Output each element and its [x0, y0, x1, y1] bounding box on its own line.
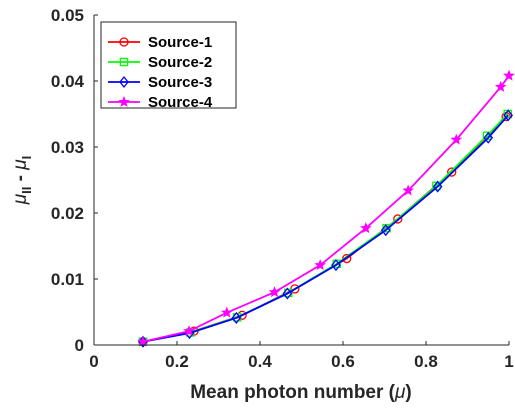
data-point — [432, 180, 443, 193]
x-tick-label: 0.6 — [331, 352, 355, 371]
data-point — [450, 133, 463, 145]
data-point — [231, 311, 242, 324]
axes-layer — [93, 14, 510, 346]
legend-marker — [119, 37, 129, 47]
x-tick-label: 1 — [504, 352, 513, 371]
legend-label: Source-3 — [148, 74, 212, 91]
legend-label: Source-2 — [148, 54, 212, 71]
data-point — [393, 214, 403, 224]
x-tick-label: 0 — [89, 352, 98, 371]
data-point — [331, 259, 341, 272]
data-point — [380, 224, 391, 237]
y-tick-label: 0 — [75, 336, 84, 355]
x-tick-label: 0.8 — [414, 352, 438, 371]
data-point — [483, 131, 494, 144]
y-tick-label: 0.02 — [51, 204, 84, 223]
series-line — [142, 75, 510, 343]
legend-entry-2: Source-2 — [108, 54, 212, 71]
legend-entry-4: Source-4 — [108, 94, 213, 111]
y-tick-label: 0.05 — [51, 6, 84, 25]
tick-labels: 0 0.2 0.4 0.6 0.8 1 0 0.01 0.02 0.03 0.04 0.05 — [51, 6, 514, 371]
series-line — [142, 114, 509, 343]
y-tick-label: 0.01 — [51, 270, 84, 289]
data-point — [268, 286, 281, 298]
data-point — [494, 80, 507, 92]
y-tick-label: 0.04 — [51, 72, 85, 91]
x-tick-label: 0.2 — [165, 352, 189, 371]
legend-label: Source-4 — [148, 94, 213, 111]
y-axis-label: μII - μI — [10, 156, 34, 206]
legend-entries: Source-1 Source-2 Source-3 Source-4 — [108, 34, 213, 111]
x-axis-label: Mean photon number (μ) — [190, 382, 412, 403]
legend: Source-1 Source-2 Source-3 Source-4 — [100, 21, 237, 111]
data-point — [503, 69, 515, 81]
legend-label: Source-1 — [148, 34, 212, 51]
data-point — [447, 167, 457, 177]
data-point — [183, 325, 195, 337]
y-tick-label: 0.03 — [51, 138, 84, 157]
data-point — [282, 287, 293, 300]
series-layer — [137, 69, 515, 348]
x-tick-label: 0.4 — [248, 352, 272, 371]
legend-marker — [119, 57, 129, 67]
legend-entry-3: Source-3 — [108, 74, 212, 91]
data-point — [221, 306, 233, 318]
legend-marker — [119, 75, 129, 89]
series-4 — [137, 69, 515, 347]
data-point — [360, 222, 372, 234]
data-point — [314, 259, 326, 271]
legend-entry-1: Source-1 — [108, 34, 212, 51]
data-point — [402, 184, 414, 196]
data-point — [503, 109, 514, 122]
data-point — [137, 335, 149, 347]
legend-marker — [118, 95, 130, 107]
